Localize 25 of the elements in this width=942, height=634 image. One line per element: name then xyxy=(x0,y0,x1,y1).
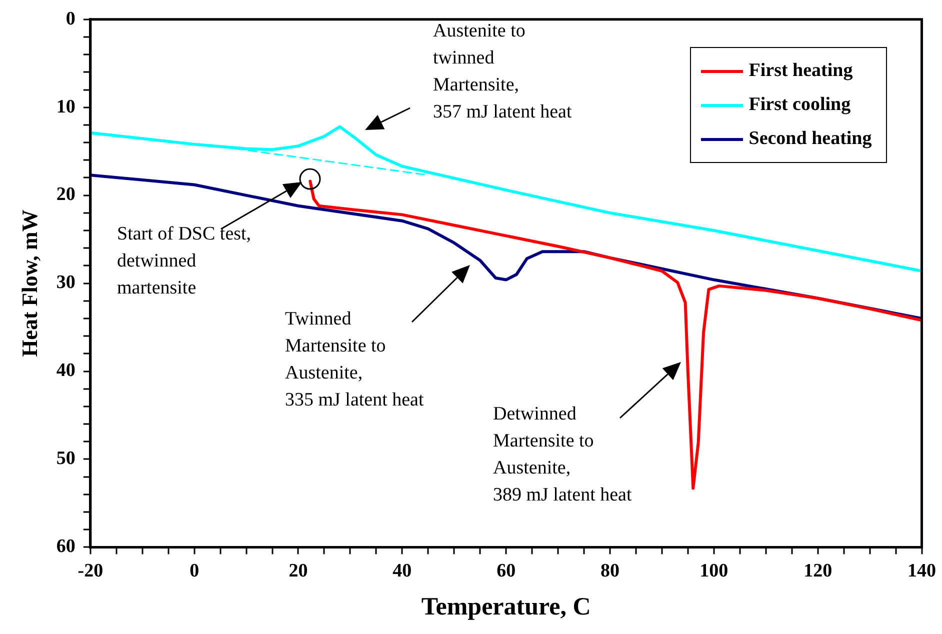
y-axis-title: Heat Flow, mW xyxy=(16,210,42,357)
annotation: Detwinned Martensite to Austenite, 389 mJ latent heat xyxy=(493,403,632,506)
x-tick-label: 100 xyxy=(700,560,728,582)
annotation: Start of DSC test, detwinned martensite xyxy=(117,223,252,298)
y-tick-label: 20 xyxy=(56,184,76,206)
x-tick-label: 60 xyxy=(496,560,516,582)
annotation: Austenite to twinned Martensite, 357 mJ latent heat xyxy=(433,20,572,122)
x-tick-label: 120 xyxy=(804,560,832,582)
y-tick-label: 10 xyxy=(56,96,76,118)
x-tick-label: 80 xyxy=(600,560,620,582)
x-axis-title: Temperature, C xyxy=(421,593,591,620)
x-tick-label: 20 xyxy=(288,560,308,582)
legend-label: First cooling xyxy=(748,94,851,116)
y-tick-label: 0 xyxy=(66,8,76,30)
y-tick-label: 30 xyxy=(56,272,76,294)
x-tick-label: 140 xyxy=(908,560,936,582)
y-tick-label: 60 xyxy=(56,536,76,558)
x-tick-label: 0 xyxy=(190,560,200,582)
y-tick-label: 50 xyxy=(56,448,76,470)
legend-label: Second heating xyxy=(748,128,872,150)
annotation: Twinned Martensite to Austenite, 335 mJ latent heat xyxy=(285,308,424,410)
x-tick-label: -20 xyxy=(78,560,104,582)
x-tick-label: 40 xyxy=(392,560,412,582)
legend-label: First heating xyxy=(748,60,853,82)
y-tick-label: 40 xyxy=(56,360,76,382)
